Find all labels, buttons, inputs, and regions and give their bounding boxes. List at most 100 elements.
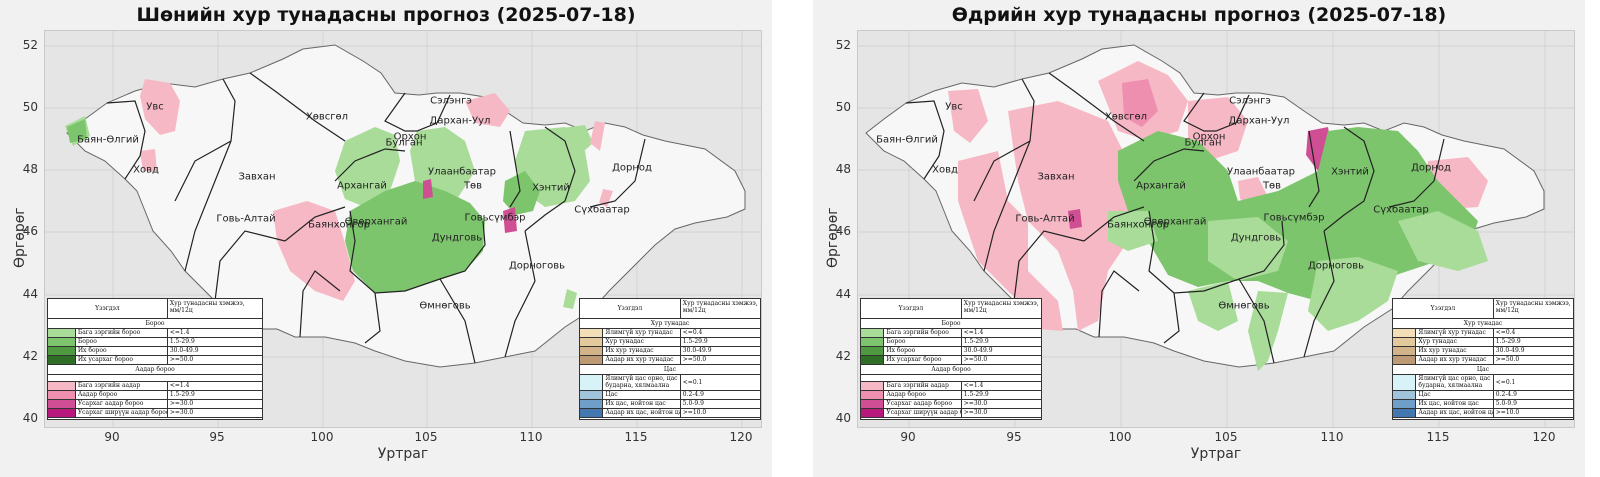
legend-name: Бороо — [76, 338, 168, 346]
legend-row: Усархаг ширүүн аадар бороо>=30.0 — [861, 409, 1041, 418]
legend-section: Бороо — [861, 319, 1041, 329]
x-tick: 110 — [1320, 430, 1344, 444]
x-axis-label: Уртраг — [377, 446, 429, 462]
legend-range: 1.5-29.9 — [963, 391, 989, 398]
legend-range: 30.0-49.9 — [1495, 347, 1525, 354]
y-tick: 46 — [835, 224, 851, 238]
region-label: Дорнод — [612, 162, 652, 174]
region-label: Өвөрхангай — [1143, 216, 1207, 228]
legend-row: Ялимгүй цас орно, цас бударна, хялмаална… — [1393, 375, 1573, 391]
legend-row: Их хур тунадас 30.0-49.9 — [1393, 347, 1573, 356]
legend-range: <=1.4 — [169, 382, 190, 389]
legend-row: Их хур тунадас 30.0-49.9 — [580, 347, 760, 356]
legend-name: Их хур тунадас — [1416, 347, 1494, 355]
map-svg — [858, 31, 1574, 427]
x-tick: 90 — [104, 430, 120, 444]
legend-name: Аадар бороо — [76, 391, 168, 399]
legend-name: Аадар бороо — [884, 391, 962, 399]
map-plot-area: Үзэгдэл Хур тунадасны хэмжээ, мм/12ц Бор… — [857, 30, 1575, 428]
legend-range: >=50.0 — [682, 356, 707, 363]
y-tick: 42 — [835, 349, 851, 363]
legend-swatch — [48, 329, 76, 337]
legend-swatch — [1393, 409, 1417, 417]
legend-name: Аадар их цас, нойтон цас — [1418, 409, 1494, 417]
y-tick: 46 — [22, 224, 38, 238]
legend-swatch — [1393, 356, 1417, 364]
legend-range: 30.0-49.9 — [963, 347, 993, 354]
legend-row: Аадар их цас, нойтон цас >=10.0 — [1393, 409, 1573, 418]
legend-col1: Үзэгдэл — [48, 299, 168, 318]
legend-row: Аадар их цас, нойтон цас >=10.0 — [580, 409, 760, 418]
legend-range: <=0.1 — [1495, 379, 1516, 386]
legend-name: Цас — [603, 391, 681, 399]
legend-swatch — [1393, 400, 1417, 408]
legend-range: 1.5-29.9 — [169, 391, 195, 398]
x-tick: 110 — [519, 430, 543, 444]
legend-row: Цас 0.2-4.9 — [1393, 391, 1573, 400]
legend-swatch — [861, 391, 885, 399]
legend-swatch — [48, 382, 76, 390]
legend-range: <=1.4 — [963, 329, 984, 336]
region-label: Баян-Өлгий — [876, 134, 938, 146]
legend-swatch — [580, 329, 604, 337]
y-tick: 50 — [835, 100, 851, 114]
legend-range: 1.5-29.9 — [963, 338, 989, 345]
region-label: Архангай — [337, 180, 387, 192]
legend-name: Ялимгүй хур тунадас — [603, 329, 681, 337]
legend-range: <=0.4 — [682, 329, 703, 336]
legend-swatch — [1393, 391, 1417, 399]
legend-row: Аадар бороо 1.5-29.9 — [861, 391, 1041, 400]
legend-swatch — [1393, 375, 1417, 390]
legend-swatch — [861, 400, 885, 408]
x-axis-label: Уртраг — [1190, 446, 1242, 462]
region-label: Увс — [945, 101, 963, 113]
legend-swatch — [48, 347, 76, 355]
legend-range: 0.2-4.9 — [682, 391, 704, 398]
legend-range: <=1.4 — [963, 382, 984, 389]
legend-range: <=0.4 — [1495, 329, 1516, 336]
legend-swatch — [580, 375, 604, 390]
legend-name: Их хур тунадас — [603, 347, 681, 355]
legend-row: Аадар бороо 1.5-29.9 — [48, 391, 262, 400]
legend-row: Бага зэргийн бороо <=1.4 — [48, 329, 262, 338]
legend-row: Аадар их хур тунадас >=50.0 — [1393, 356, 1573, 365]
legend-swatch — [580, 409, 604, 417]
x-tick: 95 — [1006, 430, 1022, 444]
legend-swatch — [861, 409, 885, 417]
legend-range: 1.5-29.9 — [682, 338, 708, 345]
legend-name: Усархаг аадар бороо — [884, 400, 962, 408]
legend-name: Хур тунадас — [1416, 338, 1494, 346]
region-label: Завхан — [1037, 171, 1075, 183]
legend-range: 1.5-29.9 — [169, 338, 195, 345]
legend-name: Усархаг аадар бороо — [76, 400, 168, 408]
legend-section: Хур тунадас — [1393, 319, 1573, 329]
legend-row: Ялимгүй хур тунадас <=0.4 — [1393, 329, 1573, 338]
night-forecast-panel: Шөнийн хур тунадасны прогноз (2025-07-18… — [0, 0, 772, 477]
y-axis-label: Өргөрөг — [825, 207, 841, 268]
legend-row: Бага зэргийн бороо <=1.4 — [861, 329, 1041, 338]
legend-swatch — [580, 338, 604, 346]
legend-row: Хур тунадас 1.5-29.9 — [1393, 338, 1573, 347]
legend-row: Бороо 1.5-29.9 — [48, 338, 262, 347]
legend-name: Ялимгүй цас орно, цас бударна, хялмаална — [1416, 375, 1494, 390]
legend-row: Усархаг аадар бороо >=30.0 — [48, 400, 262, 409]
y-tick: 52 — [22, 38, 38, 52]
legend-row: Бага зэргийн аадар <=1.4 — [48, 382, 262, 391]
legend-row: Аадар их хур тунадас >=50.0 — [580, 356, 760, 365]
y-tick: 44 — [22, 287, 38, 301]
rain-areas — [65, 116, 593, 309]
legend-name: Цас — [1416, 391, 1494, 399]
day-forecast-panel: Өдрийн хур тунадасны прогноз (2025-07-18… — [813, 0, 1585, 477]
legend-range: >=50.0 — [963, 356, 988, 363]
region-label: Улаанбаатар — [427, 166, 497, 178]
legend-rain: Үзэгдэл Хур тунадасны хэмжээ, мм/12ц Бор… — [860, 298, 1042, 420]
legend-row: Их бороо 30.0-49.9 — [861, 347, 1041, 356]
legend-swatch — [48, 409, 76, 417]
rain-areas — [1108, 127, 1488, 371]
legend-col1: Үзэгдэл — [580, 299, 681, 318]
legend-swatch — [48, 391, 76, 399]
region-label: Хөвсгөл — [1104, 111, 1148, 123]
legend-col2: Хур тунадасны хэмжээ, мм/12ц — [682, 300, 758, 314]
region-label: Өмнөговь — [1218, 300, 1270, 312]
legend-row: Их усархаг бороо >=50.0 — [861, 356, 1041, 365]
